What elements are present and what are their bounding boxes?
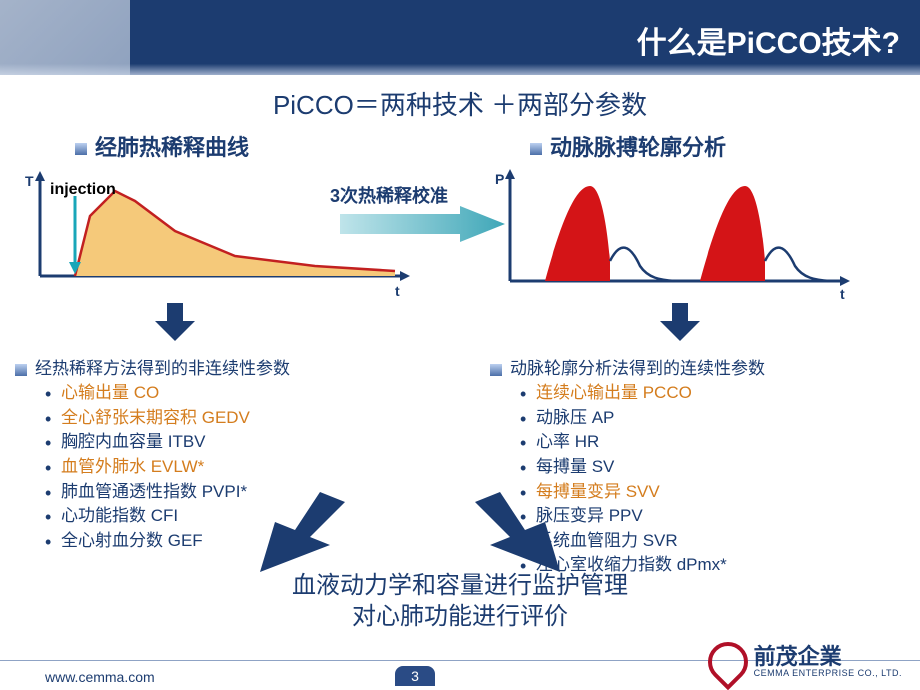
pulse2-tail bbox=[765, 248, 830, 281]
pulse-contour-chart: P t bbox=[490, 166, 860, 306]
param-item: 系统血管阻力 SVR bbox=[520, 529, 910, 554]
y-axis-label: P bbox=[495, 171, 504, 187]
param-item: 心率 HR bbox=[520, 430, 910, 455]
left-params-head: 经热稀释方法得到的非连续性参数 bbox=[15, 354, 455, 379]
param-item: 全心射血分数 GEF bbox=[45, 529, 455, 554]
param-item: 心功能指数 CFI bbox=[45, 504, 455, 529]
x-axis-arrow bbox=[840, 276, 850, 286]
bullet-square-icon bbox=[75, 143, 87, 155]
param-item: 心输出量 CO bbox=[45, 381, 455, 406]
pulse1-fill bbox=[535, 186, 610, 281]
footer: www.cemma.com 3 前茂企業 CEMMA ENTERPRISE CO… bbox=[0, 660, 920, 690]
left-section-title: 经肺热稀释曲线 bbox=[75, 130, 455, 162]
header-decoration bbox=[0, 0, 130, 75]
down-arrow-left bbox=[145, 303, 205, 343]
logo-en: CEMMA ENTERPRISE CO., LTD. bbox=[754, 669, 902, 679]
left-params-list: 心输出量 CO全心舒张末期容积 GEDV胸腔内血容量 ITBV血管外肺水 EVL… bbox=[45, 381, 455, 553]
param-item: 全心舒张末期容积 GEDV bbox=[45, 406, 455, 431]
right-params-head-text: 动脉轮廓分析法得到的连续性参数 bbox=[510, 359, 765, 378]
bottom-line2: 对心肺功能进行评价 bbox=[0, 601, 920, 632]
param-item: 连续心输出量 PCCO bbox=[520, 381, 910, 406]
left-params-head-text: 经热稀释方法得到的非连续性参数 bbox=[35, 359, 290, 378]
logo-text: 前茂企業 CEMMA ENTERPRISE CO., LTD. bbox=[754, 645, 902, 679]
x-axis-label: t bbox=[395, 283, 400, 299]
subtitle: PiCCO＝两种技术 ＋两部分参数 bbox=[0, 85, 920, 122]
bullet-square-icon bbox=[15, 364, 27, 376]
param-item: 血管外肺水 EVLW* bbox=[45, 455, 455, 480]
right-column: 动脉脉搏轮廓分析 P t 动脉轮廓分析法得到的连续性参数 连续心输出量 PCCO… bbox=[490, 122, 910, 578]
footer-logo: 前茂企業 CEMMA ENTERPRISE CO., LTD. bbox=[708, 642, 902, 682]
footer-url: www.cemma.com bbox=[45, 669, 155, 685]
param-item: 每搏量 SV bbox=[520, 455, 910, 480]
param-item: 动脉压 AP bbox=[520, 406, 910, 431]
x-axis-arrow bbox=[400, 271, 410, 281]
pulse1-tail bbox=[610, 248, 675, 281]
y-axis-arrow bbox=[505, 169, 515, 179]
bullet-square-icon bbox=[490, 364, 502, 376]
logo-mark-icon bbox=[699, 634, 756, 690]
y-axis-label: T bbox=[25, 173, 34, 189]
injection-label: injection bbox=[50, 181, 116, 198]
down-arrow-right bbox=[650, 303, 710, 343]
bullet-square-icon bbox=[530, 143, 542, 155]
right-section-title: 动脉脉搏轮廓分析 bbox=[530, 130, 910, 162]
bottom-summary: 血液动力学和容量进行监护管理 对心肺功能进行评价 bbox=[0, 570, 920, 632]
param-item: 每搏量变异 SVV bbox=[520, 480, 910, 505]
right-params-head: 动脉轮廓分析法得到的连续性参数 bbox=[490, 354, 910, 379]
logo-cn: 前茂企業 bbox=[754, 645, 902, 669]
left-section-text: 经肺热稀释曲线 bbox=[95, 135, 249, 160]
pulse2-fill bbox=[690, 186, 765, 281]
header-bar: 什么是PiCCO技术? bbox=[0, 0, 920, 75]
param-item: 胸腔内血容量 ITBV bbox=[45, 430, 455, 455]
bottom-line1: 血液动力学和容量进行监护管理 bbox=[0, 570, 920, 601]
y-axis-arrow bbox=[35, 171, 45, 181]
param-item: 肺血管通透性指数 PVPI* bbox=[45, 480, 455, 505]
x-axis-label: t bbox=[840, 286, 845, 302]
right-section-text: 动脉脉搏轮廓分析 bbox=[550, 135, 726, 160]
page-number: 3 bbox=[395, 666, 435, 686]
header-title: 什么是PiCCO技术? bbox=[637, 18, 900, 62]
right-params-list: 连续心输出量 PCCO动脉压 AP心率 HR每搏量 SV每搏量变异 SVV脉压变… bbox=[520, 381, 910, 578]
calibration-arrow bbox=[340, 204, 510, 244]
param-item: 脉压变异 PPV bbox=[520, 504, 910, 529]
